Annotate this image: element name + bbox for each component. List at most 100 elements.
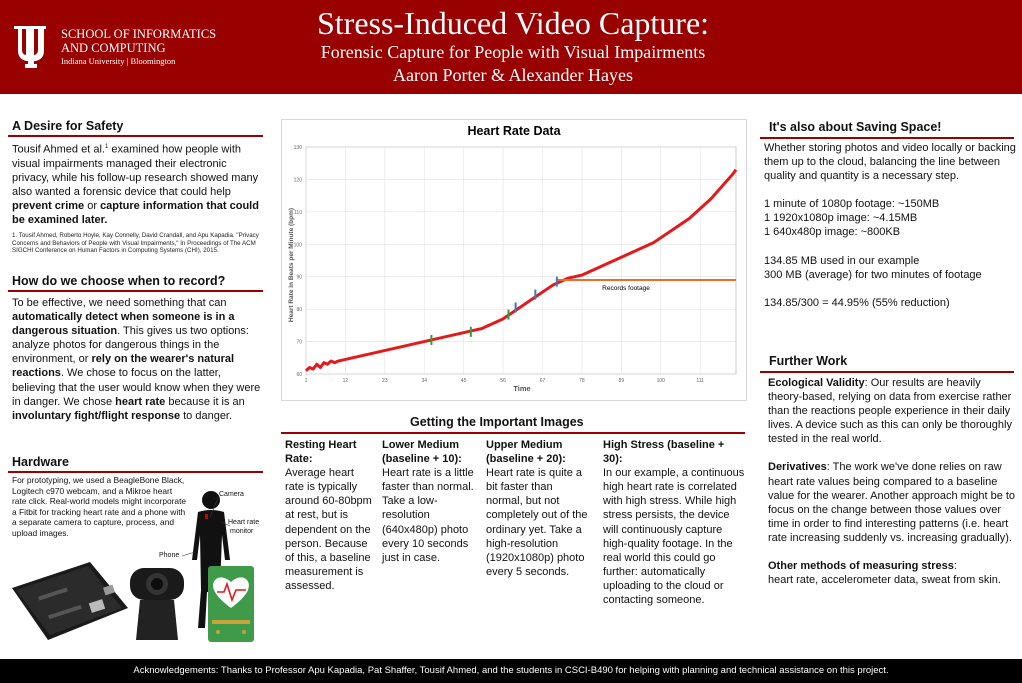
- lower-heading: Lower Medium (baseline + 10):: [382, 439, 462, 466]
- record-bold-1: automatically detect when someone is in …: [12, 311, 235, 338]
- x-tick-label: 45: [461, 378, 467, 384]
- space-line-3: 1 640x480p image: ~800KB: [764, 226, 901, 239]
- record-bold-2: rely on the wearer's natural reactions: [12, 353, 235, 380]
- poster-title: Stress-Induced Video Capture:: [316, 5, 710, 41]
- derivatives-text: : The work we've done relies on raw hear…: [768, 461, 1016, 544]
- desire-text-b: examined how people with visual impairme…: [12, 143, 259, 198]
- x-tick-label: 111: [696, 378, 704, 384]
- x-tick-label: 67: [540, 378, 546, 384]
- high-heading: High Stress (baseline + 30):: [603, 439, 725, 466]
- heart-rate-chart: Heart Rate Data 60 70 80 90 100 110 120 130 1 12 2…: [281, 119, 747, 401]
- desire-bold-2: capture information that could be examin…: [12, 200, 259, 227]
- plot-area-frame: [305, 146, 737, 375]
- y-tick-label: 130: [294, 145, 303, 151]
- derivatives-heading: Derivatives: [768, 461, 827, 474]
- hardware-illustration: [12, 491, 254, 642]
- camera-pointer: [209, 497, 219, 518]
- school-name: SCHOOL OF INFORMATICS AND COMPUTING Indi…: [61, 27, 216, 67]
- y-tick-label: 80: [296, 307, 302, 313]
- heart-rate-click-board-icon: [208, 566, 254, 642]
- y-tick-label: 60: [296, 372, 302, 378]
- resting-text: Average heart rate is typically around 6…: [285, 467, 372, 592]
- record-text-5: to danger.: [180, 409, 233, 422]
- heart-rate-label: Heart rate: [228, 519, 260, 526]
- lower-text: Heart rate is a little faster than norma…: [382, 467, 474, 564]
- images-col-lower: Lower Medium (baseline + 10): Heart rate…: [382, 438, 476, 565]
- heart-monitor-pointer: [220, 521, 231, 527]
- x-tick-label: 56: [500, 378, 506, 384]
- further-text: Ecological Validity: Our results are hea…: [768, 376, 1018, 587]
- hardware-text: For prototyping, we used a BeagleBone Bl…: [12, 475, 187, 538]
- record-text-1: To be effective, we need something that …: [12, 297, 227, 309]
- beaglebone-board-icon: [12, 562, 128, 640]
- ecological-heading: Ecological Validity: [768, 377, 865, 389]
- desire-bold-1: prevent crime: [12, 200, 85, 213]
- poster-header: SCHOOL OF INFORMATICS AND COMPUTING Indi…: [0, 0, 1022, 94]
- school-line-2: AND COMPUTING: [61, 41, 166, 55]
- upper-text: Heart rate is quite a bit faster than no…: [486, 467, 588, 578]
- space-paragraph: Whether storing photos and video locally…: [764, 142, 1016, 183]
- record-bold-4: involuntary fight/flight response: [12, 409, 181, 422]
- y-tick-label: 100: [294, 242, 303, 248]
- images-underline: [281, 432, 745, 434]
- other-methods-colon: :: [953, 560, 957, 573]
- further-derivatives: Derivatives: The work we've done relies …: [768, 460, 1018, 545]
- acknowledgements-footer: Acknowledgements: Thanks to Professor Ap…: [0, 659, 1022, 683]
- further-ecological: Ecological Validity: Our results are hea…: [768, 376, 1018, 446]
- record-bold-3: heart rate: [115, 395, 166, 408]
- space-underline: [760, 137, 1014, 139]
- school-line-1: SCHOOL OF INFORMATICS: [61, 27, 217, 41]
- footnote-ref: 1: [104, 144, 109, 150]
- record-heading: How do we choose when to record?: [12, 274, 226, 288]
- desire-text-a: Tousif Ahmed et al.: [12, 143, 105, 156]
- record-text-2: . This gives us two options: analyze pho…: [12, 325, 249, 366]
- further-underline: [760, 371, 1014, 373]
- resting-heading: Resting Heart Rate:: [285, 439, 357, 466]
- webcam-icon: [130, 568, 184, 640]
- records-footage-annotation: Records footage: [602, 285, 650, 292]
- university-name: Indiana University | Bloomington: [61, 56, 176, 66]
- space-line-4: 134.85 MB used in our example: [764, 254, 920, 267]
- upper-heading: Upper Medium (baseline + 20):: [486, 439, 566, 466]
- x-tick-label: 78: [579, 378, 585, 384]
- chart-x-label: Time: [513, 384, 530, 393]
- monitor-label: monitor: [230, 528, 254, 535]
- poster-authors: Aaron Porter & Alexander Hayes: [393, 65, 633, 85]
- hardware-heading: Hardware: [12, 455, 69, 469]
- other-methods-heading: Other methods of measuring stress: [768, 560, 954, 573]
- desire-heading: A Desire for Safety: [12, 119, 124, 133]
- space-line-1: 1 minute of 1080p footage: ~150MB: [764, 198, 940, 211]
- y-tick-label: 70: [296, 340, 302, 346]
- record-underline: [8, 290, 263, 292]
- space-line-5: 300 MB (average) for two minutes of foot…: [764, 268, 982, 281]
- record-text: To be effective, we need something that …: [12, 296, 264, 423]
- phone-label: Phone: [159, 552, 180, 559]
- further-heading: Further Work: [769, 354, 848, 368]
- images-col-resting: Resting Heart Rate: Average heart rate i…: [285, 438, 373, 593]
- desire-text: Tousif Ahmed et al.1 examined how people…: [12, 140, 264, 227]
- camera-label: Camera: [219, 491, 244, 498]
- desire-text-c: or: [84, 200, 101, 213]
- space-text: Whether storing photos and video locally…: [764, 141, 1018, 310]
- further-other: Other methods of measuring stress:: [768, 559, 1018, 573]
- x-tick-label: 34: [421, 378, 427, 384]
- record-text-3: . We chose to focus on the latter, belie…: [12, 367, 261, 408]
- chart-title: Heart Rate Data: [467, 124, 561, 138]
- x-tick-label: 100: [657, 378, 666, 384]
- heart-rate-chart-svg: Heart Rate Data 60 70 80 90 100 110 120 130 1 12 2…: [288, 124, 738, 393]
- poster-subtitle: Forensic Capture for People with Visual …: [320, 42, 706, 62]
- other-methods-text: heart rate, accelerometer data, sweat fr…: [768, 574, 1001, 587]
- x-tick-label: 1: [305, 378, 308, 384]
- space-heading: It's also about Saving Space!: [769, 120, 942, 134]
- iu-trident-logo-icon: [14, 26, 46, 68]
- space-line-6: 134.85/300 = 44.95% (55% reduction): [764, 296, 950, 309]
- images-col-upper: Upper Medium (baseline + 20): Heart rate…: [486, 438, 592, 579]
- desire-underline: [8, 135, 263, 137]
- y-tick-label: 120: [294, 177, 303, 183]
- high-text: In our example, a continuous high heart …: [603, 467, 745, 607]
- hardware-underline: [8, 471, 263, 473]
- x-tick-label: 12: [343, 378, 349, 384]
- images-col-high: High Stress (baseline + 30): In our exam…: [603, 438, 745, 607]
- chart-y-label: Heart Rate in Beats per Minute (bpm): [288, 208, 295, 322]
- y-tick-label: 90: [296, 275, 302, 281]
